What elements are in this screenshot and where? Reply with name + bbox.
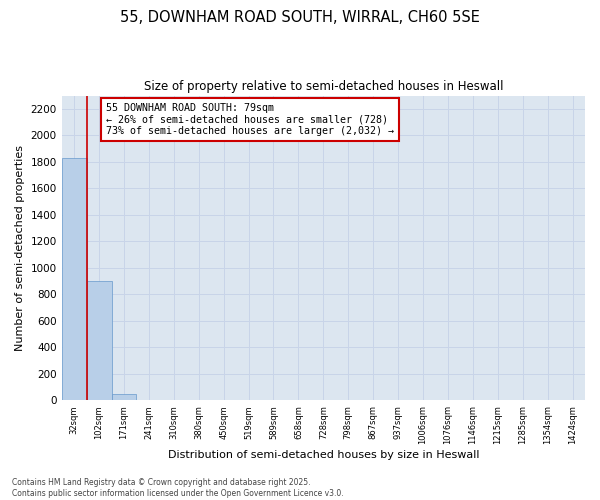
Bar <box>62 158 86 400</box>
X-axis label: Distribution of semi-detached houses by size in Heswall: Distribution of semi-detached houses by … <box>167 450 479 460</box>
Bar <box>86 281 112 400</box>
Bar <box>112 394 136 400</box>
Text: 55, DOWNHAM ROAD SOUTH, WIRRAL, CH60 5SE: 55, DOWNHAM ROAD SOUTH, WIRRAL, CH60 5SE <box>120 10 480 25</box>
Title: Size of property relative to semi-detached houses in Heswall: Size of property relative to semi-detach… <box>143 80 503 93</box>
Text: 55 DOWNHAM ROAD SOUTH: 79sqm
← 26% of semi-detached houses are smaller (728)
73%: 55 DOWNHAM ROAD SOUTH: 79sqm ← 26% of se… <box>106 103 394 136</box>
Y-axis label: Number of semi-detached properties: Number of semi-detached properties <box>15 145 25 351</box>
Text: Contains HM Land Registry data © Crown copyright and database right 2025.
Contai: Contains HM Land Registry data © Crown c… <box>12 478 344 498</box>
